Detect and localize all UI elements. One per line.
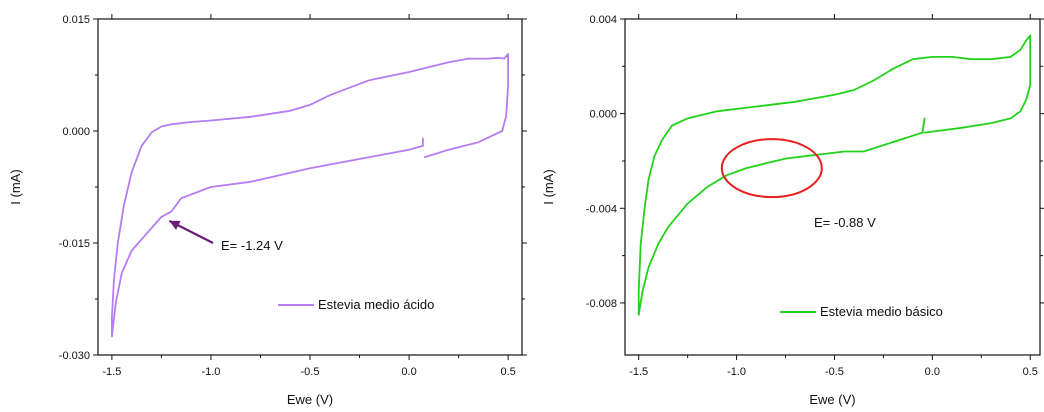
acid-y-tick-label: 0.000 (62, 126, 90, 138)
basic-x-tick-label: 0.0 (925, 366, 940, 378)
basic-legend-label: Estevia medio básico (820, 304, 943, 319)
basic-x-tick-label: 0.5 (1023, 366, 1038, 378)
basic-annotation-circle (720, 138, 823, 199)
basic-y-tick-label: 0.000 (589, 109, 617, 121)
basic-y-tick-label: -0.004 (586, 203, 617, 215)
acid-legend: Estevia medio ácido (278, 297, 434, 312)
basic-y-axis-label: I (mA) (541, 169, 556, 204)
basic-x-tick-label: -1.0 (727, 366, 746, 378)
acid-x-tick-label: -1.0 (201, 366, 220, 378)
acid-y-tick-label: -0.030 (59, 350, 90, 362)
acid-y-tick-label: 0.015 (62, 14, 90, 26)
acid-x-tick-label: -0.5 (301, 366, 320, 378)
basic-x-axis-label: Ewe (V) (809, 392, 855, 407)
acid-x-tick-label: -1.5 (102, 366, 121, 378)
acid-chart: -1.5 -1.0 -0.5 0.0 0.5 0.015 0.000 -0.015 -0.030… (8, 14, 527, 407)
basic-legend: Estevia medio básico (780, 304, 943, 319)
basic-annotation-label: E= -0.88 V (814, 215, 876, 230)
acid-y-tick-label: -0.015 (59, 238, 90, 250)
acid-x-tick-label: 0.0 (401, 366, 416, 378)
acid-x-tick-label: 0.5 (500, 366, 515, 378)
acid-y-axis-label: I (mA) (8, 169, 23, 204)
basic-chart: -1.5 -1.0 -0.5 0.0 0.5 0.004 0.000 -0.004 -0.008… (541, 14, 1044, 407)
basic-x-tick-label: -0.5 (825, 366, 844, 378)
acid-x-axis-label: Ewe (V) (287, 392, 333, 407)
acid-annotation-arrowhead (169, 220, 181, 230)
acid-series-line (111, 53, 510, 338)
basic-x-tick-label: -1.5 (629, 366, 648, 378)
basic-y-tick-label: -0.008 (586, 298, 617, 310)
acid-annotation-label: E= -1.24 V (221, 238, 283, 253)
basic-y-tick-label: 0.004 (589, 14, 617, 26)
acid-legend-label: Estevia medio ácido (318, 297, 434, 312)
basic-series-line (637, 34, 1032, 316)
basic-plot-frame (624, 18, 1041, 356)
